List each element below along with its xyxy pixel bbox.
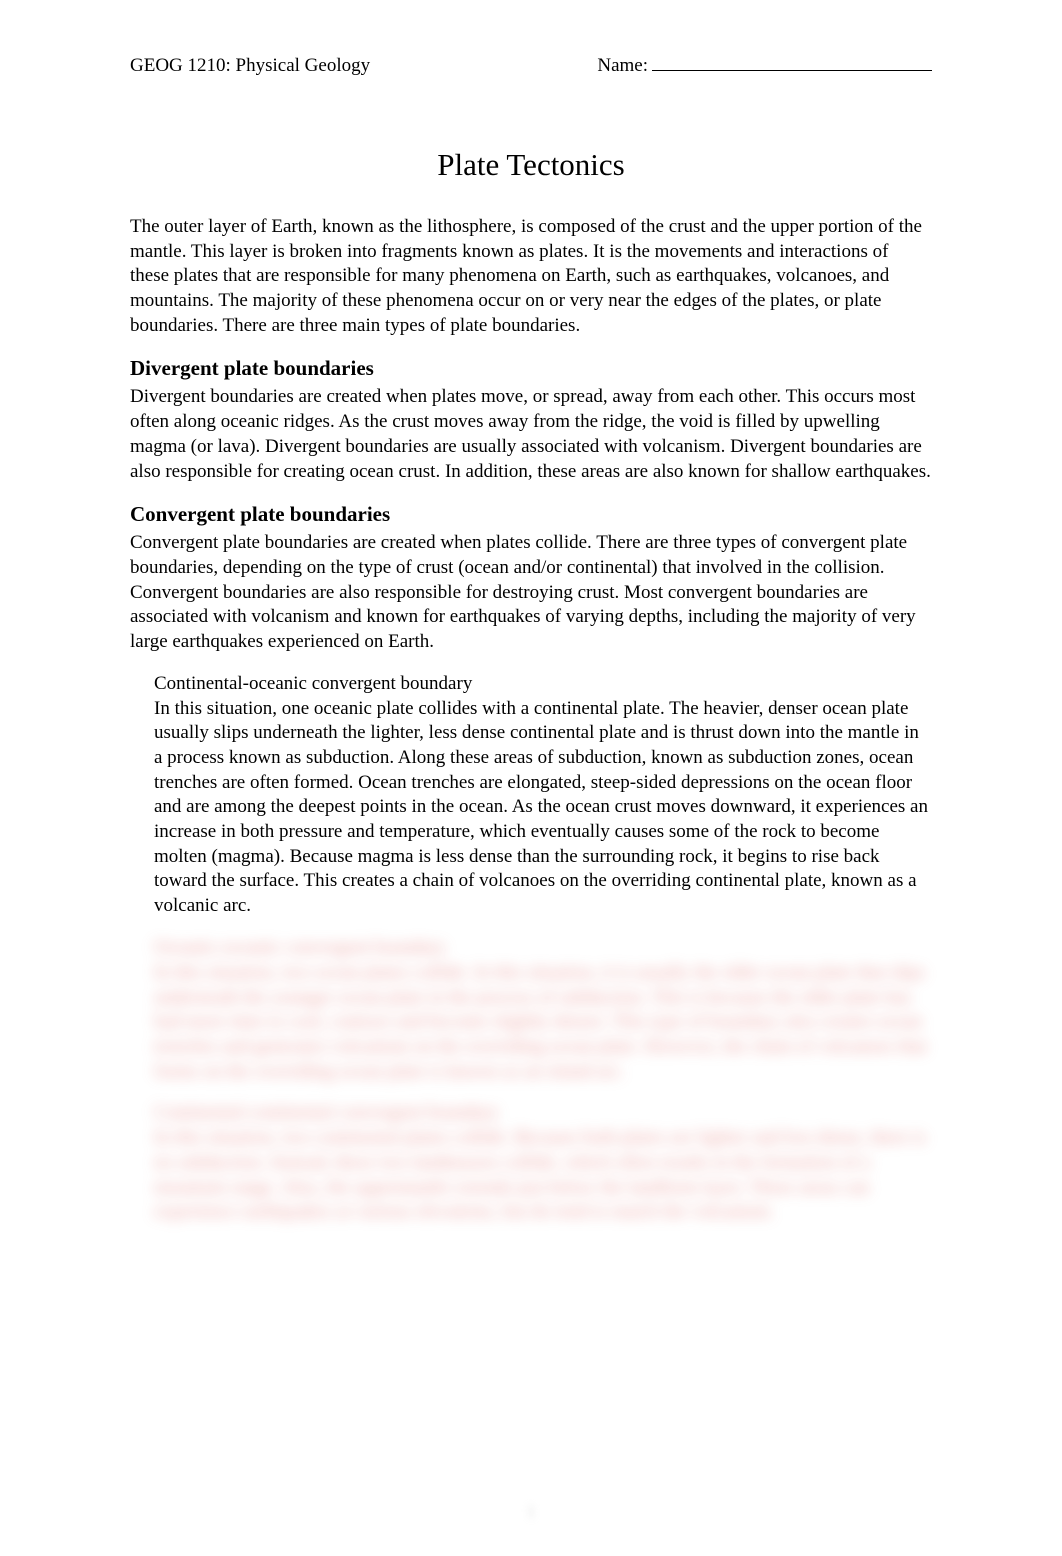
cont-oceanic-body: In this situation, one oceanic plate col… xyxy=(154,697,932,919)
cont-cont-heading: Continental-continental convergent bound… xyxy=(154,1102,932,1124)
oceanic-oceanic-body: In this situation, two ocean plates coll… xyxy=(154,961,932,1084)
convergent-body: Convergent plate boundaries are created … xyxy=(130,531,932,654)
cont-oceanic-heading: Continental-oceanic convergent boundary xyxy=(154,673,932,695)
page-title: Plate Tectonics xyxy=(130,147,932,183)
oceanic-oceanic-heading: Oceanic-oceanic convergent boundary xyxy=(154,937,932,959)
cont-cont-body: In this situation, two continental plate… xyxy=(154,1126,932,1225)
cont-oceanic-section: Continental-oceanic convergent boundary … xyxy=(130,673,932,919)
oceanic-oceanic-section: Oceanic-oceanic convergent boundary In t… xyxy=(130,937,932,1084)
intro-paragraph: The outer layer of Earth, known as the l… xyxy=(130,215,932,338)
page: GEOG 1210: Physical Geology Name: Plate … xyxy=(0,0,1062,1556)
header-row: GEOG 1210: Physical Geology Name: xyxy=(130,55,932,77)
name-label: Name: xyxy=(597,55,648,77)
cont-cont-section: Continental-continental convergent bound… xyxy=(130,1102,932,1225)
divergent-heading: Divergent plate boundaries xyxy=(130,356,932,381)
page-number: 1 xyxy=(0,1502,1062,1522)
name-field: Name: xyxy=(597,55,932,77)
name-input-line[interactable] xyxy=(652,57,932,71)
convergent-heading: Convergent plate boundaries xyxy=(130,502,932,527)
course-label: GEOG 1210: Physical Geology xyxy=(130,55,370,77)
divergent-body: Divergent boundaries are created when pl… xyxy=(130,385,932,484)
